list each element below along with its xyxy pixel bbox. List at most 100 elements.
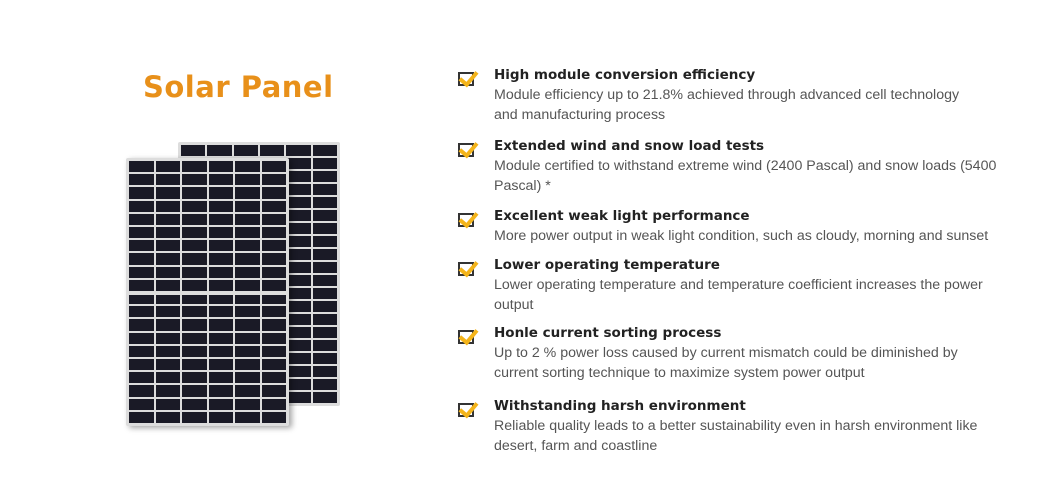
solar-cell xyxy=(155,253,180,265)
solar-cell xyxy=(235,240,260,252)
solar-cell xyxy=(129,240,154,252)
solar-cell xyxy=(129,253,154,265)
solar-cell xyxy=(155,213,180,225)
solar-cell xyxy=(208,372,233,384)
solar-cell xyxy=(286,236,311,247)
solar-cell xyxy=(208,306,233,318)
solar-cell xyxy=(208,187,233,199)
solar-cell xyxy=(286,314,311,325)
solar-cell xyxy=(182,332,207,344)
solar-cell xyxy=(129,411,154,423)
solar-cell xyxy=(208,279,233,291)
solar-cell xyxy=(261,319,286,331)
solar-cell xyxy=(286,366,311,377)
page-title: Solar Panel xyxy=(143,70,334,104)
solar-cell xyxy=(182,174,207,186)
solar-cell xyxy=(129,266,154,278)
solar-cell xyxy=(182,385,207,397)
solar-cell xyxy=(261,253,286,265)
solar-cell xyxy=(286,301,311,312)
feature-item: Extended wind and snow load tests Module… xyxy=(456,137,1016,196)
solar-cell xyxy=(261,266,286,278)
checkbox-check-icon xyxy=(458,72,474,86)
feature-item: Lower operating temperature Lower operat… xyxy=(456,256,1016,315)
solar-cell xyxy=(261,332,286,344)
feature-heading: Honle current sorting process xyxy=(494,325,722,341)
solar-cell xyxy=(286,158,311,169)
solar-cell xyxy=(235,161,260,173)
solar-cell xyxy=(312,184,337,195)
solar-cell xyxy=(182,279,207,291)
solar-cell xyxy=(155,306,180,318)
solar-cell xyxy=(286,197,311,208)
solar-cell xyxy=(286,171,311,182)
solar-cell xyxy=(208,398,233,410)
solar-cell xyxy=(129,226,154,239)
solar-cell xyxy=(235,253,260,265)
solar-cell xyxy=(208,200,233,212)
feature-description: desert, farm and coastline xyxy=(494,438,658,454)
checkbox-check-icon xyxy=(458,403,474,417)
solar-cell xyxy=(286,340,311,351)
solar-cell xyxy=(312,210,337,221)
solar-cell xyxy=(312,392,337,403)
solar-cell xyxy=(233,145,258,156)
solar-cell xyxy=(261,398,286,410)
solar-cell xyxy=(182,319,207,331)
feature-description: Pascal) * xyxy=(494,178,551,194)
solar-cell xyxy=(286,262,311,273)
solar-cell xyxy=(155,398,180,410)
solar-cell xyxy=(208,240,233,252)
solar-cell xyxy=(129,174,154,186)
solar-cell xyxy=(286,392,311,403)
checkbox-check-icon xyxy=(458,213,474,227)
solar-cell xyxy=(182,266,207,278)
solar-cell xyxy=(129,332,154,344)
solar-cell xyxy=(155,240,180,252)
solar-cell xyxy=(208,161,233,173)
solar-cell xyxy=(261,213,286,225)
solar-cell xyxy=(261,187,286,199)
solar-cell xyxy=(235,332,260,344)
solar-cell xyxy=(312,275,337,286)
solar-cell xyxy=(182,240,207,252)
solar-cell xyxy=(182,358,207,371)
solar-cell xyxy=(129,385,154,397)
solar-cell xyxy=(261,345,286,357)
solar-cell xyxy=(286,275,311,286)
solar-cell xyxy=(312,158,337,169)
feature-description: More power output in weak light conditio… xyxy=(494,228,989,244)
solar-cell xyxy=(286,184,311,195)
solar-cell xyxy=(261,200,286,212)
solar-cell xyxy=(155,385,180,397)
solar-cell xyxy=(286,379,311,390)
solar-cell xyxy=(312,236,337,247)
solar-cell xyxy=(155,200,180,212)
solar-cell xyxy=(312,249,337,260)
solar-cell xyxy=(235,294,260,305)
solar-cell xyxy=(129,294,154,305)
solar-cell xyxy=(312,353,337,364)
solar-cell xyxy=(235,226,260,239)
solar-cell xyxy=(261,294,286,305)
solar-cell xyxy=(182,372,207,384)
checkbox-check-icon xyxy=(458,330,474,344)
solar-cell xyxy=(182,345,207,357)
solar-cell xyxy=(129,398,154,410)
solar-cell xyxy=(155,266,180,278)
solar-cell xyxy=(182,294,207,305)
solar-cell xyxy=(155,279,180,291)
solar-cell xyxy=(312,197,337,208)
solar-cell xyxy=(312,314,337,325)
solar-cell xyxy=(286,249,311,260)
solar-cell xyxy=(261,161,286,173)
feature-item: Withstanding harsh environment Reliable … xyxy=(456,397,1016,456)
feature-item: Excellent weak light performance More po… xyxy=(456,207,1016,246)
solar-cell xyxy=(235,411,260,423)
solar-cell xyxy=(207,145,232,156)
solar-cell xyxy=(208,226,233,239)
feature-heading: Lower operating temperature xyxy=(494,257,720,273)
solar-cell xyxy=(182,213,207,225)
solar-cell xyxy=(155,345,180,357)
solar-cell xyxy=(182,161,207,173)
